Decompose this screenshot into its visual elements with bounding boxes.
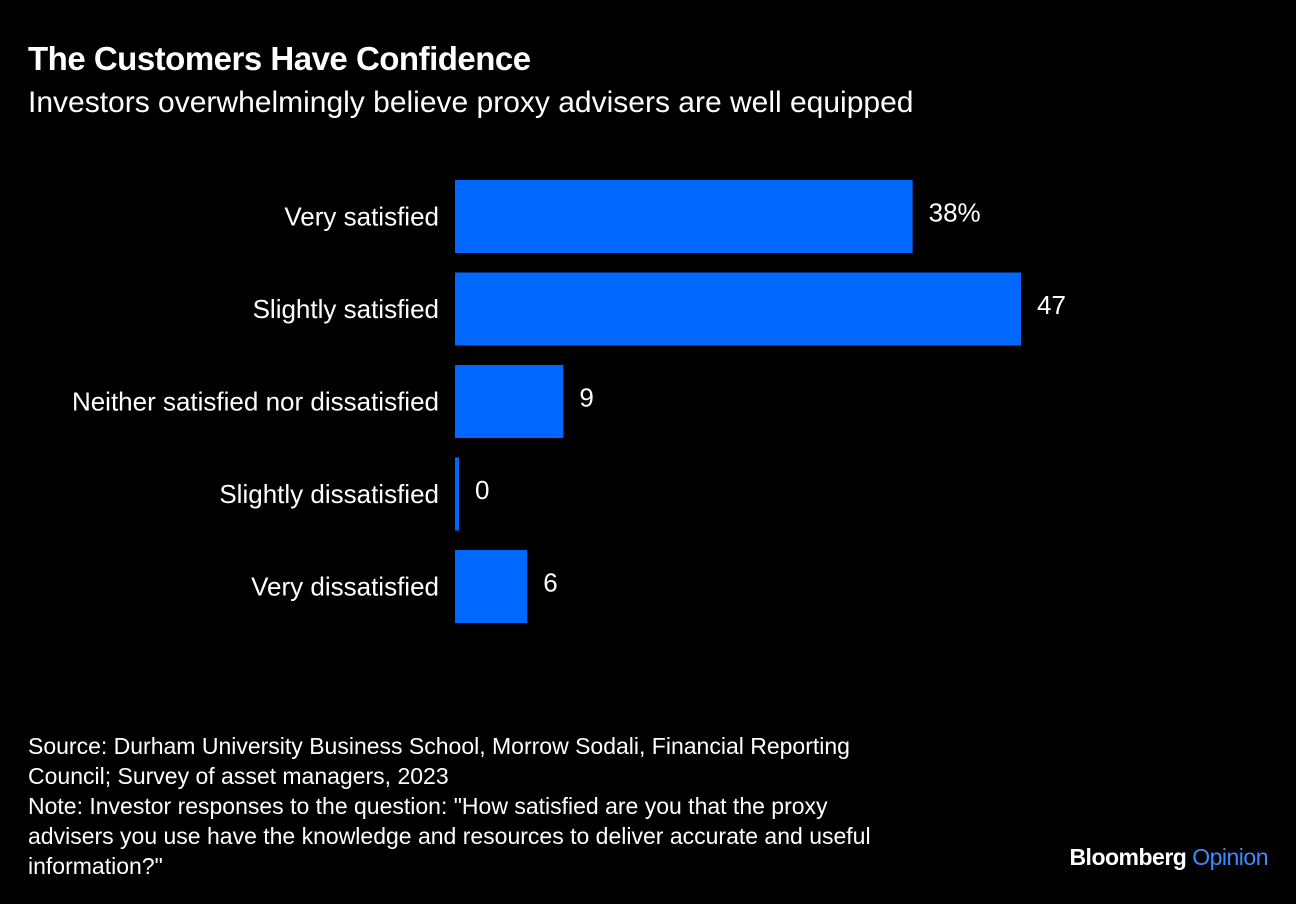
- chart-subtitle: Investors overwhelmingly believe proxy a…: [28, 86, 914, 119]
- source-line-1: Source: Durham University Business Schoo…: [28, 733, 850, 759]
- bar: [455, 457, 459, 531]
- value-label: 6: [543, 568, 557, 598]
- chart-title: The Customers Have Confidence: [28, 40, 531, 77]
- category-label: Very satisfied: [284, 202, 439, 232]
- bar-chart: Very satisfied 38% Slightly satisfied 47 Nei…: [72, 180, 1066, 623]
- category-label: Slightly dissatisfied: [219, 479, 439, 509]
- note-line-3: information?": [28, 853, 163, 879]
- brand-logo: Bloomberg Opinion: [1069, 844, 1268, 871]
- value-label: 9: [579, 383, 593, 413]
- bar: [455, 365, 564, 438]
- source-line-2: Council; Survey of asset managers, 2023: [28, 763, 449, 789]
- brand-section: Opinion: [1192, 844, 1268, 870]
- category-label: Slightly satisfied: [253, 294, 439, 324]
- value-label: 38%: [929, 198, 981, 228]
- note-line-1: Note: Investor responses to the question…: [28, 793, 828, 819]
- note-line-2: advisers you use have the knowledge and …: [28, 823, 871, 849]
- value-label: 0: [475, 475, 489, 505]
- value-label: 47: [1037, 290, 1066, 320]
- bar: [455, 272, 1021, 346]
- bar: [455, 180, 913, 253]
- category-label: Very dissatisfied: [251, 572, 439, 602]
- category-label: Neither satisfied nor dissatisfied: [72, 387, 439, 417]
- bar: [455, 550, 528, 623]
- brand-name: Bloomberg: [1069, 844, 1187, 870]
- chart-footer: Source: Durham University Business Schoo…: [28, 731, 1028, 881]
